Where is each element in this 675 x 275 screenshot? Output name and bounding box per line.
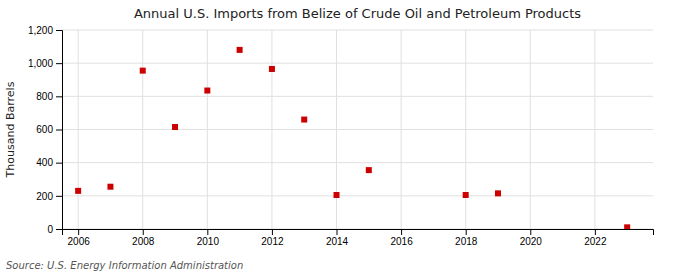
tick: 2022 (584, 229, 607, 247)
tick-label: 1,000 (28, 58, 53, 69)
tick: 1,200 (28, 25, 62, 36)
point (366, 167, 372, 173)
tick: 400 (36, 157, 62, 168)
tick-label: 1,200 (28, 25, 53, 36)
tick-mark (56, 130, 62, 131)
point (269, 66, 275, 72)
tick-label: 800 (36, 91, 53, 102)
tick: 2012 (261, 229, 284, 247)
tick-mark (56, 96, 62, 97)
tick-mark (78, 229, 79, 235)
point (463, 192, 469, 198)
tick-label: 2022 (584, 236, 607, 247)
point (334, 192, 340, 198)
tick-mark (56, 229, 62, 230)
point (140, 68, 146, 74)
tick-mark (56, 196, 62, 197)
grid-line (62, 129, 653, 130)
tick-mark (56, 63, 62, 64)
grid-line (62, 96, 653, 97)
point (172, 124, 178, 130)
axis-line (56, 31, 63, 230)
point (624, 224, 630, 229)
y-axis: 0 200 400 600 800 1,000 1,200 (28, 25, 63, 235)
tick-label: 400 (36, 157, 53, 168)
point (204, 88, 210, 94)
tick-label: 2016 (390, 236, 413, 247)
tick-label: 600 (36, 124, 53, 135)
tick-mark (56, 30, 62, 31)
x-axis: 2006 2008 2010 2012 2014 2016 2018 2020 2022 (63, 229, 654, 247)
tick-mark (530, 229, 531, 235)
tick-mark (466, 229, 467, 235)
tick: 2014 (326, 229, 349, 247)
grid-line (62, 195, 653, 196)
tick: 0 (47, 224, 62, 235)
point (495, 190, 501, 196)
tick: 2018 (455, 229, 478, 247)
tick: 800 (36, 91, 62, 102)
tick-mark (56, 163, 62, 164)
tick: 1,000 (28, 58, 62, 69)
grid-line (62, 63, 653, 64)
axis-line (63, 230, 654, 236)
points (75, 47, 630, 229)
tick-label: 2014 (326, 236, 349, 247)
tick: 2008 (132, 229, 155, 247)
y-axis-title: Thousand Barrels (4, 81, 17, 178)
point (301, 117, 307, 123)
point (107, 184, 113, 190)
source: Source: U.S. Energy Information Administ… (6, 260, 243, 271)
tick-label: 2020 (520, 236, 543, 247)
tick: 200 (36, 191, 62, 202)
tick-label: 2018 (455, 236, 478, 247)
tick-mark (401, 229, 402, 235)
tick-label: 2008 (132, 236, 155, 247)
grid-line (62, 162, 653, 163)
tick-label: 2010 (197, 236, 220, 247)
tick-label: 200 (36, 191, 53, 202)
tick-mark (143, 229, 144, 235)
tick: 600 (36, 124, 62, 135)
point (237, 47, 243, 53)
grid-line (62, 30, 653, 31)
tick-mark (337, 229, 338, 235)
tick-mark (272, 229, 273, 235)
tick: 2006 (68, 229, 91, 247)
tick: 2020 (520, 229, 543, 247)
grid (62, 30, 653, 229)
tick-label: 2006 (68, 236, 91, 247)
point (75, 188, 81, 194)
tick: 2010 (197, 229, 220, 247)
tick-label: 2012 (261, 236, 284, 247)
tick: 2016 (390, 229, 413, 247)
chart: 2006 2008 2010 2012 2014 2016 2018 2020 2022 0 200… (0, 0, 675, 275)
tick-mark (595, 229, 596, 235)
title: Annual U.S. Imports from Belize of Crude… (134, 6, 581, 21)
tick-mark (207, 229, 208, 235)
plot: 2006 2008 2010 2012 2014 2016 2018 2020 2022 0 200… (28, 25, 654, 247)
tick-label: 0 (47, 224, 53, 235)
